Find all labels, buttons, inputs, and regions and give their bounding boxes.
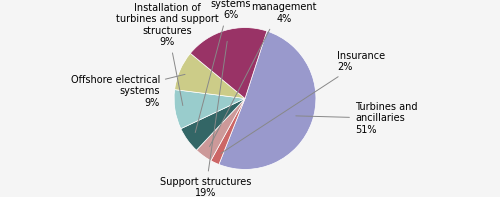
Wedge shape: [181, 98, 245, 150]
Text: Support structures
19%: Support structures 19%: [160, 41, 252, 197]
Wedge shape: [190, 28, 267, 98]
Wedge shape: [211, 98, 245, 164]
Text: Turbines and
ancillaries
51%: Turbines and ancillaries 51%: [296, 102, 418, 135]
Text: Installation of
turbines and support
structures
9%: Installation of turbines and support str…: [116, 3, 218, 106]
Wedge shape: [174, 90, 245, 129]
Text: Insurance
2%: Insurance 2%: [221, 51, 386, 153]
Wedge shape: [196, 98, 245, 161]
Text: Installation of
offshore electrical
systems
6%: Installation of offshore electrical syst…: [187, 0, 274, 133]
Wedge shape: [174, 53, 245, 98]
Wedge shape: [219, 31, 316, 169]
Text: Offshore electrical
systems
9%: Offshore electrical systems 9%: [70, 74, 185, 108]
Text: Surveying &
construction
management
4%: Surveying & construction management 4%: [210, 0, 317, 147]
